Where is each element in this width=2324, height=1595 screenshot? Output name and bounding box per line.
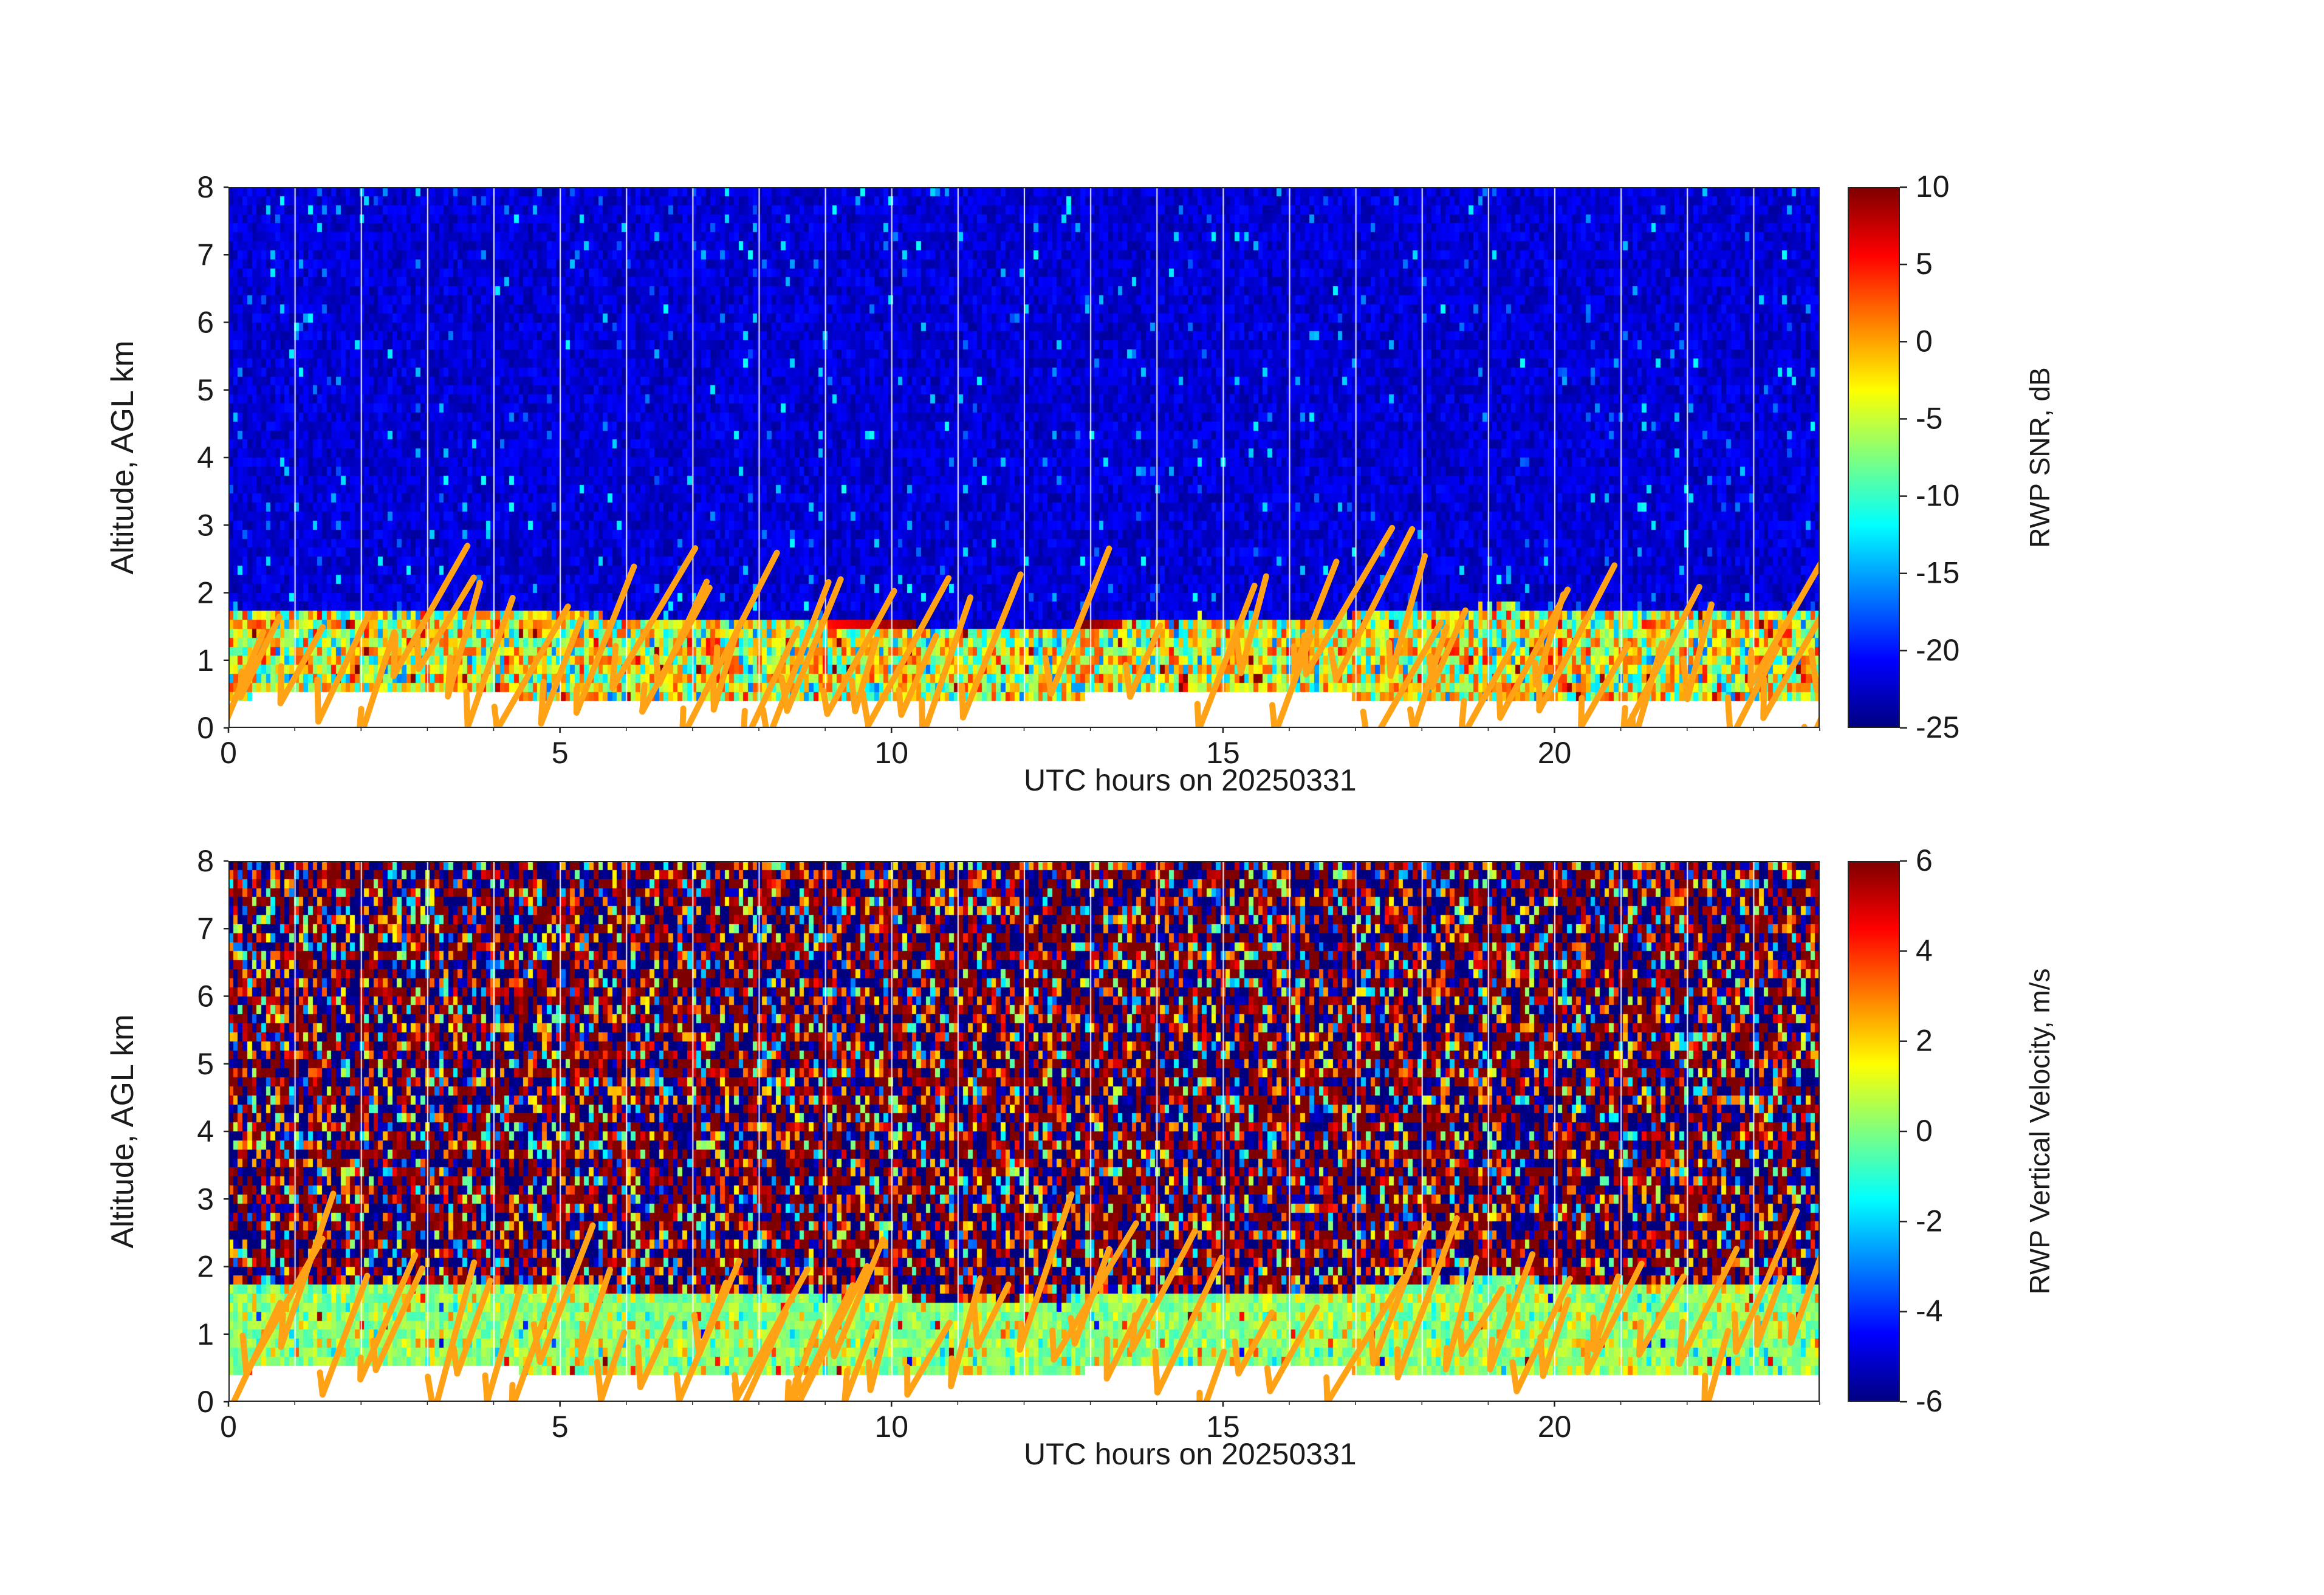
svg-text:6: 6 [197,979,214,1014]
svg-text:2: 2 [197,1250,214,1284]
svg-text:7: 7 [197,911,214,945]
svg-text:10: 10 [874,1410,908,1444]
svg-text:-6: -6 [1916,1384,1942,1418]
svg-text:0: 0 [1916,1114,1933,1148]
svg-text:6: 6 [1916,843,1933,877]
svg-text:2: 2 [1916,1024,1933,1058]
svg-text:4: 4 [197,1114,214,1148]
svg-text:1: 1 [197,1317,214,1351]
svg-text:5: 5 [197,1047,214,1081]
svg-text:-2: -2 [1916,1204,1942,1238]
svg-text:0: 0 [197,1385,214,1419]
svg-text:4: 4 [1916,933,1933,967]
svg-text:3: 3 [197,1182,214,1216]
svg-text:-4: -4 [1916,1294,1942,1328]
svg-text:20: 20 [1538,1410,1572,1444]
svg-text:5: 5 [552,1410,569,1444]
svg-text:0: 0 [220,1410,237,1444]
svg-text:8: 8 [197,844,214,878]
